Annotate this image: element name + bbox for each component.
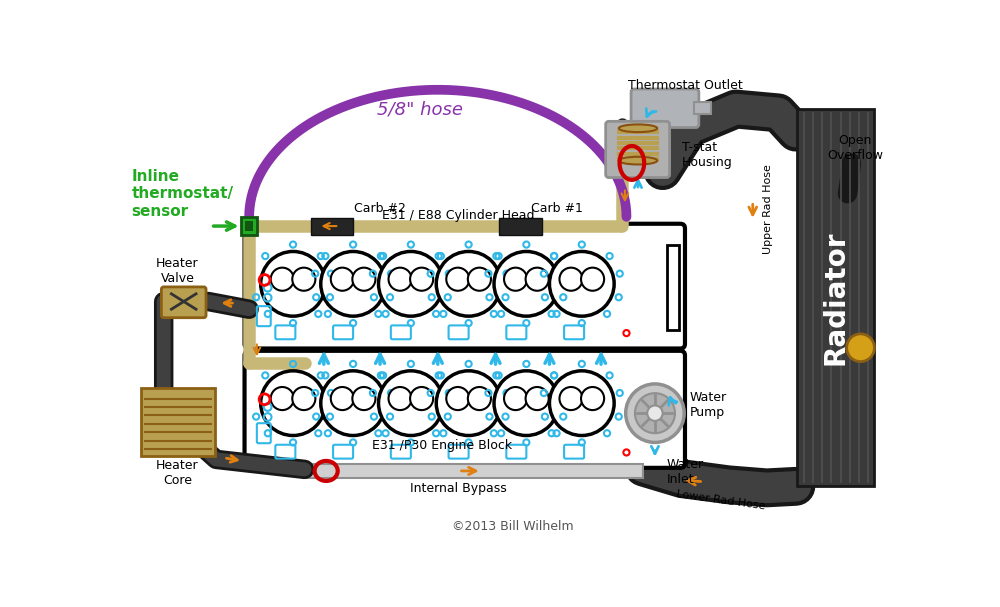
Circle shape: [559, 268, 583, 291]
Text: ©2013 Bill Wilhelm: ©2013 Bill Wilhelm: [452, 520, 573, 533]
Circle shape: [446, 268, 469, 291]
Circle shape: [352, 268, 375, 291]
Text: Upper Rad Hose: Upper Rad Hose: [763, 164, 773, 254]
Bar: [311, 217, 353, 234]
Circle shape: [436, 251, 501, 316]
Circle shape: [331, 268, 354, 291]
Circle shape: [261, 371, 325, 435]
Circle shape: [446, 387, 469, 410]
FancyBboxPatch shape: [606, 121, 670, 178]
Text: Water
Pump: Water Pump: [690, 392, 727, 419]
Text: T-stat
Housing: T-stat Housing: [682, 141, 733, 169]
Bar: [797, 109, 874, 486]
Circle shape: [292, 268, 315, 291]
Bar: [694, 102, 711, 115]
Circle shape: [379, 251, 443, 316]
Bar: [241, 217, 257, 236]
Circle shape: [321, 371, 385, 435]
Circle shape: [526, 387, 549, 410]
Circle shape: [581, 268, 604, 291]
Ellipse shape: [619, 124, 657, 132]
Bar: [305, 464, 643, 478]
FancyBboxPatch shape: [161, 287, 206, 317]
Text: E31 / E88 Cylinder Head: E31 / E88 Cylinder Head: [382, 209, 535, 222]
Circle shape: [504, 387, 527, 410]
Circle shape: [549, 251, 614, 316]
Circle shape: [379, 371, 443, 435]
Text: Water
Inlet: Water Inlet: [666, 458, 704, 486]
Text: Heater
Core: Heater Core: [156, 459, 199, 487]
Circle shape: [581, 387, 604, 410]
Circle shape: [468, 268, 491, 291]
Circle shape: [504, 268, 527, 291]
Text: E31 /P30 Engine Block: E31 /P30 Engine Block: [372, 439, 512, 452]
Text: Heater
Valve: Heater Valve: [156, 257, 199, 285]
Text: Carb #1: Carb #1: [531, 202, 583, 215]
Circle shape: [410, 268, 433, 291]
FancyBboxPatch shape: [245, 351, 685, 468]
Circle shape: [271, 387, 294, 410]
Circle shape: [494, 371, 559, 435]
Ellipse shape: [619, 157, 657, 164]
FancyBboxPatch shape: [631, 89, 699, 127]
Circle shape: [647, 405, 663, 421]
Text: Inline
thermostat/
sensor: Inline thermostat/ sensor: [131, 169, 233, 219]
Circle shape: [847, 334, 874, 362]
Bar: [141, 388, 215, 455]
Text: Carb #2: Carb #2: [354, 202, 406, 215]
Text: Radiator: Radiator: [822, 231, 850, 365]
Circle shape: [271, 268, 294, 291]
Text: 5/8" hose: 5/8" hose: [377, 100, 463, 118]
Circle shape: [559, 387, 583, 410]
Text: Internal Bypass: Internal Bypass: [410, 482, 507, 495]
Circle shape: [292, 387, 315, 410]
Circle shape: [261, 251, 325, 316]
Circle shape: [436, 371, 501, 435]
Circle shape: [494, 251, 559, 316]
Circle shape: [389, 268, 412, 291]
Bar: [245, 221, 253, 231]
Text: Open
Overflow: Open Overflow: [827, 134, 883, 161]
FancyBboxPatch shape: [245, 224, 685, 348]
Circle shape: [626, 384, 684, 443]
Text: Lower Rad Hose: Lower Rad Hose: [675, 489, 765, 511]
Text: Thermostat Outlet: Thermostat Outlet: [628, 80, 743, 92]
Circle shape: [549, 371, 614, 435]
Circle shape: [331, 387, 354, 410]
Circle shape: [526, 268, 549, 291]
Circle shape: [635, 393, 675, 433]
Circle shape: [321, 251, 385, 316]
Circle shape: [352, 387, 375, 410]
Circle shape: [468, 387, 491, 410]
Circle shape: [389, 387, 412, 410]
Circle shape: [410, 387, 433, 410]
Bar: [666, 245, 679, 330]
Bar: [499, 217, 542, 234]
